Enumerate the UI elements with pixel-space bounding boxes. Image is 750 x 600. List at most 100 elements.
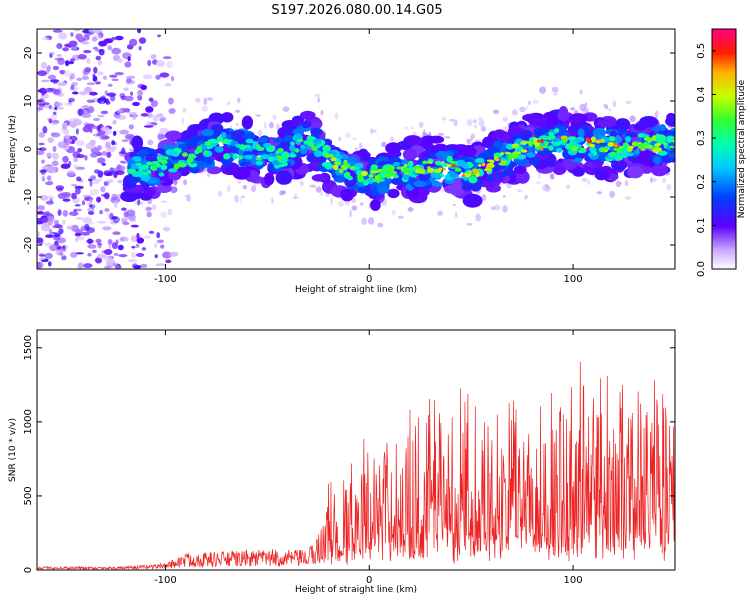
spectrogram-ridge-blob xyxy=(204,141,212,146)
spectrogram-noise-blob xyxy=(162,56,172,59)
spectrogram-ridge-blob xyxy=(623,142,629,147)
spectrogram-ridge-blob xyxy=(613,147,620,152)
spectrogram-haze-blob xyxy=(195,97,201,103)
spectrogram-noise-blob xyxy=(109,74,118,78)
spectrogram-haze-blob xyxy=(338,201,344,207)
spectrogram-noise-blob xyxy=(81,108,91,115)
spectrogram-noise-blob xyxy=(97,71,104,76)
spectrogram-noise-blob xyxy=(104,98,110,104)
spectrogram-ridge-blob xyxy=(454,168,462,172)
spectrogram-peak-blob xyxy=(516,151,522,154)
spectrogram-ridge-blob xyxy=(255,157,262,161)
spectrogram-haze-blob xyxy=(338,136,341,142)
spectrogram-haze-blob xyxy=(160,211,167,218)
spectrogram-noise-blob xyxy=(159,127,169,134)
spectrogram-x-tick-label: 0 xyxy=(366,274,372,285)
spectrogram-ridge-blob xyxy=(322,144,331,153)
spectrogram-noise-blob xyxy=(96,145,102,151)
spectrogram-noise-blob xyxy=(105,147,116,153)
spectrogram-ridge-blob xyxy=(657,150,668,156)
spectrogram-peak-blob xyxy=(404,171,409,175)
colorbar-tick-label: 0.0 xyxy=(696,261,707,277)
spectrogram-noise-blob xyxy=(121,207,127,211)
spectrogram-noise-blob xyxy=(37,262,42,269)
spectrogram-ridge-blob xyxy=(363,180,369,186)
spectrogram-noise-blob xyxy=(43,242,53,247)
spectrogram-ridge-blob xyxy=(565,143,572,150)
spectrogram-ridge-blob xyxy=(244,144,252,149)
spectrogram-noise-blob xyxy=(41,217,49,224)
spectrogram-noise-blob xyxy=(168,97,174,105)
spectrogram-noise-blob xyxy=(37,99,45,105)
spectrogram-noise-blob xyxy=(50,51,55,56)
spectrogram-noise-blob xyxy=(37,237,43,244)
spectrogram-noise-blob xyxy=(127,56,131,62)
spectrogram-noise-blob xyxy=(66,225,75,230)
spectrogram-noise-blob xyxy=(107,45,113,51)
spectrogram-ridge-blob xyxy=(276,155,283,159)
spectrogram-noise-blob xyxy=(132,113,137,121)
spectrogram-noise-blob xyxy=(138,46,142,51)
spectrogram-ridge-blob xyxy=(633,123,646,131)
spectrogram-ridge-blob xyxy=(155,163,161,168)
spectrogram-noise-blob xyxy=(130,224,139,228)
spectrogram-ridge-blob xyxy=(300,145,306,149)
spectrogram-ridge-blob xyxy=(126,168,137,175)
spectrogram-noise-blob xyxy=(86,57,91,64)
spectrogram-noise-blob xyxy=(52,89,60,95)
spectrogram-haze-blob xyxy=(158,132,164,135)
spectrogram-ridge-blob xyxy=(608,136,616,142)
spectrogram-ridge-blob xyxy=(390,158,402,164)
spectrogram-noise-blob xyxy=(166,61,173,68)
spectrogram-noise-blob xyxy=(123,87,129,91)
spectrogram-haze-blob xyxy=(453,203,456,207)
spectrogram-noise-blob xyxy=(121,139,129,142)
spectrogram-x-label: Height of straight line (km) xyxy=(295,285,417,295)
spectrogram-ridge-blob xyxy=(275,170,293,185)
spectrogram-noise-blob xyxy=(92,46,99,50)
spectrogram-noise-blob xyxy=(88,29,97,33)
spectrogram-noise-blob xyxy=(112,262,118,267)
spectrogram-ridge-blob xyxy=(519,129,533,139)
spectrogram-noise-blob xyxy=(116,115,127,120)
spectrogram-noise-blob xyxy=(76,154,85,159)
spectrogram-peak-blob xyxy=(422,161,427,165)
spectrogram-ridge-blob xyxy=(194,149,200,155)
spectrogram-noise-blob xyxy=(112,231,121,235)
spectrogram-ridge-blob xyxy=(333,175,347,183)
spectrogram-noise-blob xyxy=(45,181,54,186)
spectrogram-peak-blob xyxy=(589,143,596,148)
spectrogram-ridge-blob xyxy=(547,136,552,141)
spectrogram-noise-blob xyxy=(116,164,122,171)
spectrogram-ridge-blob xyxy=(613,135,623,143)
spectrogram-ridge-blob xyxy=(214,146,224,153)
spectrogram-noise-blob xyxy=(69,118,80,124)
spectrogram-haze-blob xyxy=(351,205,358,211)
spectrogram-haze-blob xyxy=(147,139,154,146)
spectrogram-noise-blob xyxy=(70,84,75,90)
spectrogram-noise-blob xyxy=(122,221,130,226)
spectrogram-ridge-blob xyxy=(652,135,657,141)
spectrogram-noise-blob xyxy=(148,230,155,234)
spectrogram-noise-blob xyxy=(100,126,110,132)
spectrogram-noise-blob xyxy=(111,140,116,146)
spectrogram-noise-blob xyxy=(106,212,110,220)
spectrogram-peak-blob xyxy=(646,144,654,149)
spectrogram-haze-blob xyxy=(240,196,243,204)
spectrogram-peak-blob xyxy=(540,139,544,144)
spectrogram-haze-blob xyxy=(160,200,168,203)
spectrogram-ridge-blob xyxy=(396,140,413,150)
spectrogram-ridge-blob xyxy=(511,143,520,149)
spectrogram-ridge-blob xyxy=(149,165,157,171)
spectrogram-ridge-blob xyxy=(163,156,169,160)
spectrogram-ridge-blob xyxy=(245,138,254,144)
spectrogram-noise-blob xyxy=(121,160,128,165)
spectrogram-noise-blob xyxy=(97,242,102,246)
spectrogram-noise-blob xyxy=(38,103,45,107)
spectrogram-haze-blob xyxy=(582,107,589,115)
spectrogram-x-ticks: -100 0 100 xyxy=(154,29,583,285)
spectrogram-noise-blob xyxy=(119,93,126,98)
spectrogram-ridge-blob xyxy=(463,172,472,178)
spectrogram-noise-blob xyxy=(68,97,75,103)
spectrogram-haze-blob xyxy=(454,211,458,218)
